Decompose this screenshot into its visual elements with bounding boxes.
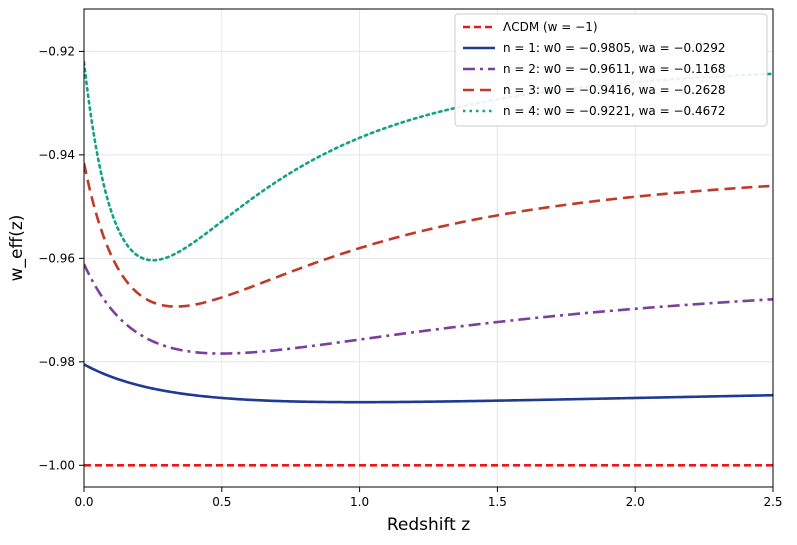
x-axis-label: Redshift z: [387, 515, 470, 535]
x-tick-label: 2.0: [626, 495, 645, 509]
x-tick-label: 0.5: [212, 495, 231, 509]
legend-entry: n = 4: w0 = −0.9221, wa = −0.4672: [503, 104, 725, 118]
plot-frame: [83, 8, 774, 488]
y-axis-label: w_eff(z): [7, 215, 27, 282]
series-line: [84, 162, 773, 308]
legend-entry: n = 3: w0 = −0.9416, wa = −0.2628: [503, 83, 725, 97]
series-line: [84, 363, 773, 404]
legend-entry: ΛCDM (w = −1): [503, 20, 598, 34]
x-tick-label: 0.0: [74, 495, 93, 509]
legend-entry: n = 1: w0 = −0.9805, wa = −0.0292: [503, 41, 725, 55]
y-tick-label: −0.94: [38, 148, 75, 162]
x-tick-label: 2.5: [763, 495, 782, 509]
axis-ticks: 0.0 0.5 1.0 1.5 2.0 2.5 −1.00 −0.98 −0.96 −0.94 −0…: [38, 44, 782, 509]
legend: ΛCDM (w = −1) n = 1: w0 = −0.9805, wa = −…: [454, 13, 768, 127]
legend-entry: n = 2: w0 = −0.9611, wa = −0.1168: [503, 62, 725, 76]
x-tick-label: 1.5: [488, 495, 507, 509]
y-tick-label: −0.96: [38, 251, 75, 265]
x-tick-label: 1.0: [350, 495, 369, 509]
legend-box: [454, 13, 768, 127]
plot-area: [84, 60, 773, 467]
y-tick-label: −0.92: [38, 44, 75, 58]
y-tick-label: −1.00: [38, 458, 75, 472]
y-tick-label: −0.98: [38, 355, 75, 369]
series-line: [84, 263, 773, 355]
